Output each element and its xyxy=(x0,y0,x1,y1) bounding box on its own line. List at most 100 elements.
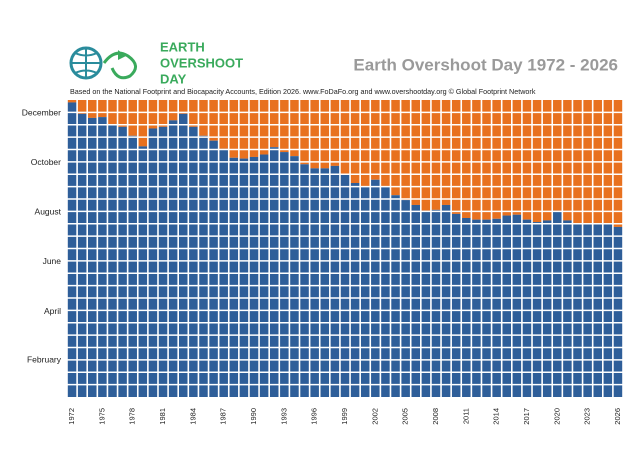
bar xyxy=(138,146,148,397)
remainder-bar xyxy=(118,100,127,127)
remainder-bar xyxy=(431,100,441,210)
remainder-bar xyxy=(98,100,107,118)
bar xyxy=(98,117,107,397)
bar xyxy=(290,156,299,397)
x-tick-label: 2002 xyxy=(370,408,379,425)
bar xyxy=(67,102,77,397)
bar xyxy=(229,157,239,397)
bar xyxy=(532,222,542,397)
remainder-bar xyxy=(310,100,319,169)
remainder-bar xyxy=(462,100,471,218)
x-tick-label: 1984 xyxy=(188,408,197,425)
bar xyxy=(168,120,178,397)
remainder-bar xyxy=(300,100,309,165)
remainder-bar xyxy=(128,100,137,136)
x-tick-label: 1975 xyxy=(97,408,106,425)
remainder-bar xyxy=(168,100,178,121)
bar xyxy=(542,220,552,397)
bar xyxy=(259,154,269,397)
remainder-bar xyxy=(280,100,289,153)
bar xyxy=(350,182,360,397)
bar xyxy=(280,152,289,397)
x-tick-label: 1981 xyxy=(158,408,167,425)
y-tick-label: October xyxy=(31,157,61,167)
y-tick-label: August xyxy=(35,207,62,217)
remainder-bar xyxy=(229,100,239,158)
remainder-bar xyxy=(553,100,562,211)
remainder-bar xyxy=(330,100,340,166)
remainder-bar xyxy=(259,100,269,155)
bar xyxy=(320,168,330,397)
bar xyxy=(553,210,562,397)
logo-text: DAY xyxy=(160,71,187,86)
bar xyxy=(563,220,572,397)
bar xyxy=(462,217,471,397)
x-tick-label: 1993 xyxy=(279,408,288,425)
bar xyxy=(441,204,451,397)
bar xyxy=(360,186,370,397)
bar xyxy=(310,168,319,397)
bar xyxy=(330,165,340,397)
bar xyxy=(391,195,400,397)
remainder-bar xyxy=(199,100,208,136)
logo-globe-lines xyxy=(71,48,101,78)
remainder-bar xyxy=(482,100,491,220)
remainder-bar xyxy=(381,100,390,188)
remainder-bar xyxy=(371,100,380,180)
remainder-bar xyxy=(77,100,87,114)
chart-subtitle: Based on the National Footprint and Bioc… xyxy=(70,87,536,96)
remainder-bar xyxy=(441,100,451,205)
bar xyxy=(411,204,421,397)
bar xyxy=(269,147,279,397)
y-tick-label: April xyxy=(44,306,61,316)
bar xyxy=(421,210,431,397)
x-tick-label: 1999 xyxy=(340,408,349,425)
bar xyxy=(451,213,461,397)
bar xyxy=(158,126,168,398)
bar xyxy=(77,113,87,397)
remainder-bar xyxy=(189,100,198,127)
bar xyxy=(199,135,208,397)
chart-title: Earth Overshoot Day 1972 - 2026 xyxy=(353,55,618,74)
bar xyxy=(613,226,623,397)
bar xyxy=(148,128,158,398)
bar xyxy=(381,187,390,397)
y-tick-label: February xyxy=(27,355,62,365)
x-tick-label: 1978 xyxy=(128,408,137,425)
bar xyxy=(512,214,522,397)
remainder-bar xyxy=(451,100,461,214)
logo-text: OVERSHOOT xyxy=(160,55,243,70)
bar xyxy=(179,113,188,397)
remainder-bar xyxy=(209,100,218,141)
logo: EARTH OVERSHOOT DAY xyxy=(69,39,243,86)
remainder-bar xyxy=(67,100,77,103)
bar xyxy=(472,219,481,397)
bar xyxy=(502,215,511,397)
x-tick-label: 1987 xyxy=(219,408,228,425)
remainder-bar xyxy=(542,100,552,221)
separators xyxy=(67,111,623,386)
bar xyxy=(118,126,127,398)
bar xyxy=(431,209,441,397)
remainder-bar xyxy=(391,100,400,196)
bar xyxy=(88,117,97,397)
bar xyxy=(128,135,137,397)
bar xyxy=(189,126,198,398)
y-tick-label: December xyxy=(22,107,61,117)
x-tick-label: 2005 xyxy=(401,408,410,425)
remainder-bar xyxy=(532,100,542,223)
x-tick-label: 2008 xyxy=(431,408,440,425)
x-tick-label: 2023 xyxy=(583,408,592,425)
remainder-bar xyxy=(158,100,168,127)
remainder-bar xyxy=(411,100,421,205)
remainder-bar xyxy=(421,100,431,211)
x-tick-label: 1972 xyxy=(67,408,76,425)
remainder-bar xyxy=(512,100,522,215)
x-tick-label: 1996 xyxy=(310,408,319,425)
remainder-bar xyxy=(148,100,158,129)
bar xyxy=(300,164,309,397)
remainder-bar xyxy=(522,100,532,220)
x-tick-label: 2014 xyxy=(492,408,501,425)
bar xyxy=(239,158,249,397)
